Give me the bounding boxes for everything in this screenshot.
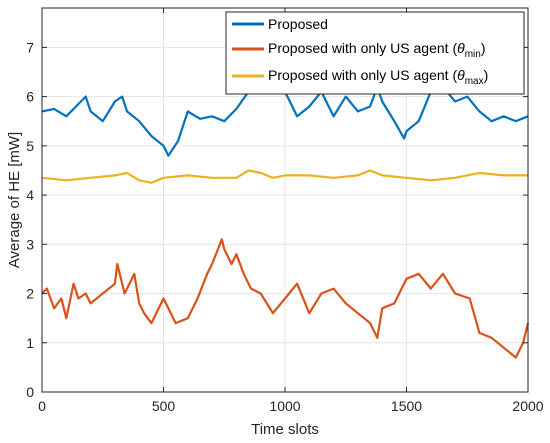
axis-ticks: [41, 8, 529, 393]
x-tick-labels: 0 500 1000 1500 2000: [38, 398, 544, 414]
x-tick-label: 1000: [269, 398, 300, 414]
y-tick-labels: 0 1 2 3 4 5 6 7: [26, 39, 34, 400]
y-tick-label: 2: [26, 286, 34, 302]
series-line-theta-max: [41, 169, 528, 184]
legend-label-proposed: Proposed: [268, 16, 328, 32]
x-tick-label: 0: [38, 398, 46, 414]
legend: Proposed Proposed with only US agent (θm…: [225, 11, 525, 95]
y-axis-label: Average of HE [mW]: [6, 132, 23, 268]
y-tick-label: 4: [26, 187, 34, 203]
y-tick-label: 6: [26, 89, 34, 105]
legend-label-theta-min: Proposed with only US agent (θmin): [268, 40, 486, 60]
legend-entry-theta-min: Proposed with only US agent (θmin): [232, 40, 486, 60]
y-tick-label: 3: [26, 236, 34, 252]
series-line-theta-min: [41, 238, 530, 359]
legend-entry-theta-max: Proposed with only US agent (θmax): [232, 67, 488, 87]
x-tick-label: 500: [152, 398, 176, 414]
y-tick-label: 1: [26, 335, 34, 351]
x-tick-label: 2000: [512, 398, 543, 414]
x-axis-label: Time slots: [251, 421, 319, 438]
y-tick-label: 0: [26, 384, 34, 400]
legend-box: [225, 11, 525, 95]
x-tick-label: 1500: [391, 398, 422, 414]
legend-label-theta-max: Proposed with only US agent (θmax): [268, 67, 488, 87]
legend-entry-proposed: Proposed: [232, 16, 328, 32]
y-tick-label: 5: [26, 138, 34, 154]
y-tick-label: 7: [26, 39, 34, 55]
